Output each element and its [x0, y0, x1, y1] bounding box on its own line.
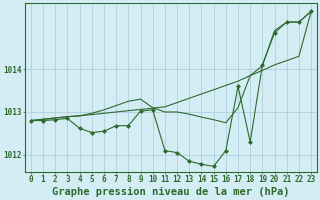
X-axis label: Graphe pression niveau de la mer (hPa): Graphe pression niveau de la mer (hPa) [52, 187, 290, 197]
